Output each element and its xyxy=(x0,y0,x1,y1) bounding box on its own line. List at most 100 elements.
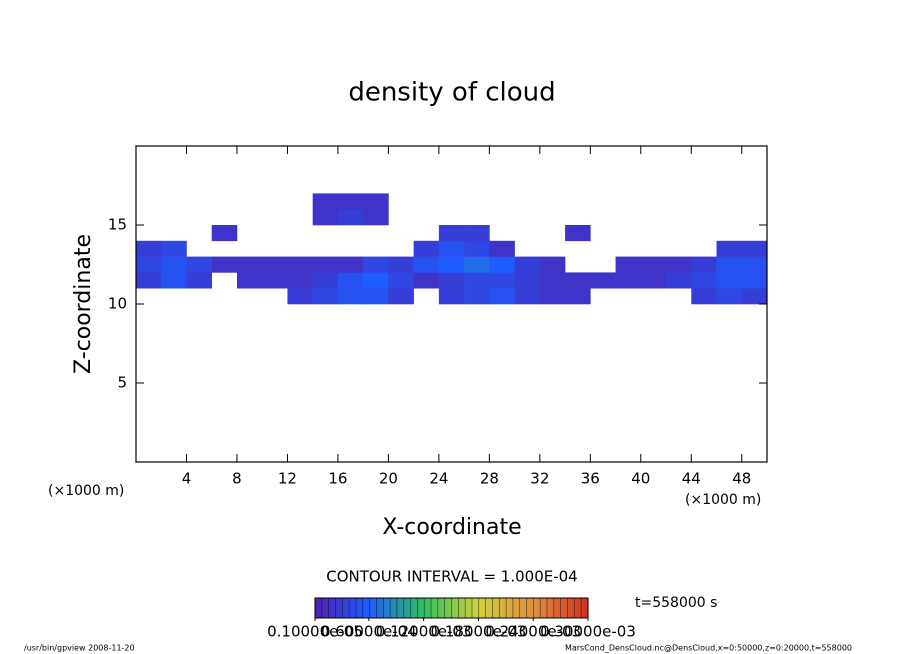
cloud-cell xyxy=(666,272,692,289)
cloud-cell xyxy=(565,225,591,242)
cloud-cell xyxy=(514,288,541,305)
cloud-cell xyxy=(438,272,465,289)
x-tick-label: 8 xyxy=(232,470,242,488)
cloud-cell xyxy=(514,272,541,289)
cloud-cell xyxy=(716,288,743,305)
cloud-cell xyxy=(464,256,490,273)
x-tick-label: 20 xyxy=(379,470,398,488)
cloud-cell xyxy=(413,256,440,273)
colorbar-tick-label: 0.10000e-05 xyxy=(267,623,363,641)
cloud-cell xyxy=(312,288,339,305)
cloud-cell xyxy=(136,240,162,257)
cloud-cell xyxy=(363,288,389,305)
cloud-cell xyxy=(716,240,743,257)
cloud-cell xyxy=(741,272,768,289)
cloud-cell xyxy=(413,240,440,257)
colorbar-tick-label: 0.60000e-04 xyxy=(321,623,417,641)
cloud-cell xyxy=(136,272,162,289)
colorbar-tick-label: 0.24000e-03 xyxy=(485,623,581,641)
cloud-cell xyxy=(539,288,566,305)
x-unit: (×1000 m) xyxy=(48,483,124,499)
cloud-cell xyxy=(464,288,490,305)
cloud-cell xyxy=(640,256,667,273)
cloud-cell xyxy=(666,256,692,273)
y-tick-label: 15 xyxy=(108,216,127,234)
cloud-cell xyxy=(312,256,339,273)
cloud-cell xyxy=(489,288,515,305)
x-unit: (×1000 m) xyxy=(685,492,761,508)
time-label: t=558000 s xyxy=(635,595,717,611)
cloud-cell xyxy=(615,272,642,289)
cloud-cell xyxy=(161,256,187,273)
cloud-cell xyxy=(438,240,465,257)
cloud-cell xyxy=(539,256,566,273)
cloud-cell xyxy=(640,272,667,289)
x-tick-label: 4 xyxy=(182,470,192,488)
cloud-cell xyxy=(363,193,389,210)
cloud-cell xyxy=(716,256,743,273)
cloud-cell xyxy=(464,240,490,257)
cloud-cell xyxy=(388,256,414,273)
cloud-cell xyxy=(590,272,616,289)
cloud-cell xyxy=(691,256,717,273)
x-tick-label: 40 xyxy=(631,470,650,488)
cloud-cell xyxy=(565,272,591,289)
x-tick-label: 28 xyxy=(480,470,499,488)
x-tick-label: 12 xyxy=(278,470,297,488)
cloud-cell xyxy=(363,272,389,289)
cloud-cell xyxy=(287,272,313,289)
y-axis-label: Z-coordinate xyxy=(71,234,96,374)
chart-title: density of cloud xyxy=(348,78,555,108)
cloud-cell xyxy=(438,288,465,305)
cloud-cell xyxy=(312,272,339,289)
cloud-cell xyxy=(337,256,364,273)
cloud-cell xyxy=(363,256,389,273)
cloud-cell xyxy=(514,256,541,273)
cloud-cell xyxy=(489,256,515,273)
cloud-cell xyxy=(186,256,213,273)
cloud-cell xyxy=(413,272,440,289)
footer: /usr/bin/gpview 2008-11-20 xyxy=(24,644,135,653)
cloud-cell xyxy=(161,272,187,289)
y-tick-label: 5 xyxy=(117,374,127,392)
cloud-cell xyxy=(337,288,364,305)
cloud-cell xyxy=(489,240,515,257)
cloud-cell xyxy=(691,288,717,305)
cloud-cell xyxy=(136,256,162,273)
cloud-cell xyxy=(337,209,364,226)
x-axis-label: X-coordinate xyxy=(382,515,521,540)
cloud-cell xyxy=(438,256,465,273)
cloud-cell xyxy=(236,256,263,273)
cloud-cell xyxy=(161,240,187,257)
x-tick-label: 24 xyxy=(429,470,448,488)
cloud-cell xyxy=(464,272,490,289)
cloud-cell xyxy=(615,256,642,273)
cloud-cell xyxy=(741,288,768,305)
colorbar-tick-label: 0.18000e-03 xyxy=(431,623,527,641)
x-tick-label: 48 xyxy=(732,470,751,488)
cloud-cell xyxy=(741,256,768,273)
cloud-cell xyxy=(262,272,288,289)
contour-interval: CONTOUR INTERVAL = 1.000E-04 xyxy=(326,568,577,586)
footer: MarsCond_DensCloud.nc@DensCloud,x=0:5000… xyxy=(565,644,852,653)
cloud-cell xyxy=(211,256,238,273)
cloud-cell xyxy=(691,272,717,289)
cloud-cell xyxy=(337,193,364,210)
x-tick-label: 16 xyxy=(328,470,347,488)
cloud-cell xyxy=(262,256,288,273)
cloud-cell xyxy=(438,225,465,242)
cloud-cell xyxy=(464,225,490,242)
x-tick-label: 44 xyxy=(682,470,701,488)
cloud-cell xyxy=(312,209,339,226)
cloud-cell xyxy=(716,272,743,289)
cloud-cell xyxy=(211,225,238,242)
cloud-cell xyxy=(388,272,414,289)
cloud-cell xyxy=(337,272,364,289)
x-tick-label: 36 xyxy=(581,470,600,488)
cloud-cell xyxy=(363,209,389,226)
y-tick-label: 10 xyxy=(108,295,127,313)
cloud-cell xyxy=(287,288,313,305)
colorbar-tick-label: 0.30000e-03 xyxy=(540,623,636,641)
x-tick-label: 32 xyxy=(530,470,549,488)
cloud-cell xyxy=(287,256,313,273)
